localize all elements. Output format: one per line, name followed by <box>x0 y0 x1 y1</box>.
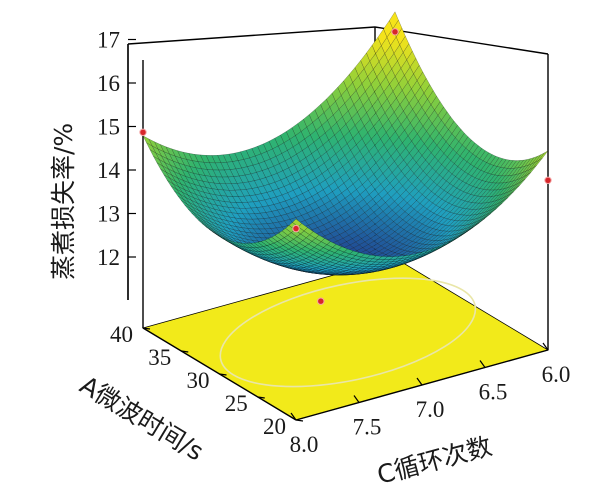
y-tick-label: 25 <box>225 391 248 416</box>
x-tick-label: 7.5 <box>353 415 382 440</box>
design-point <box>139 128 147 137</box>
design-point <box>544 176 552 185</box>
z-axis: 12 13 14 15 16 17 <box>97 28 136 300</box>
z-tick-label: 16 <box>97 71 120 96</box>
design-point <box>292 224 300 233</box>
x-tick-label: 6.5 <box>479 380 508 405</box>
x-tick-label: 8.0 <box>290 432 319 457</box>
z-axis-label: 蒸煮损失率/% <box>49 123 78 280</box>
z-tick-label: 12 <box>97 245 120 270</box>
back-top-right-edge <box>374 26 549 55</box>
x-axis-ticks: 6.0 6.5 7.0 7.5 8.0 <box>290 342 571 457</box>
y-axis-ticks: 20 25 30 35 40 <box>110 322 304 439</box>
y-tick-label: 40 <box>110 322 133 347</box>
z-tick-label: 15 <box>97 115 120 140</box>
x-tick-label: 6.0 <box>542 362 571 387</box>
design-points <box>139 28 552 305</box>
z-tick-label: 17 <box>97 28 120 53</box>
surface-cell <box>292 218 302 228</box>
y-tick-label: 20 <box>263 414 286 439</box>
z-tick-label: 13 <box>97 202 120 227</box>
z-tick-label: 14 <box>97 158 121 183</box>
y-tick-label: 35 <box>148 345 171 370</box>
response-surface <box>142 11 549 276</box>
x-axis-label: C循环次数 <box>374 431 495 489</box>
y-tick-label: 30 <box>187 368 210 393</box>
design-point <box>391 28 399 36</box>
back-top-edge <box>127 26 376 45</box>
x-tick-label: 7.0 <box>416 397 445 422</box>
floor-contour-line <box>219 277 477 388</box>
design-point <box>317 297 325 305</box>
